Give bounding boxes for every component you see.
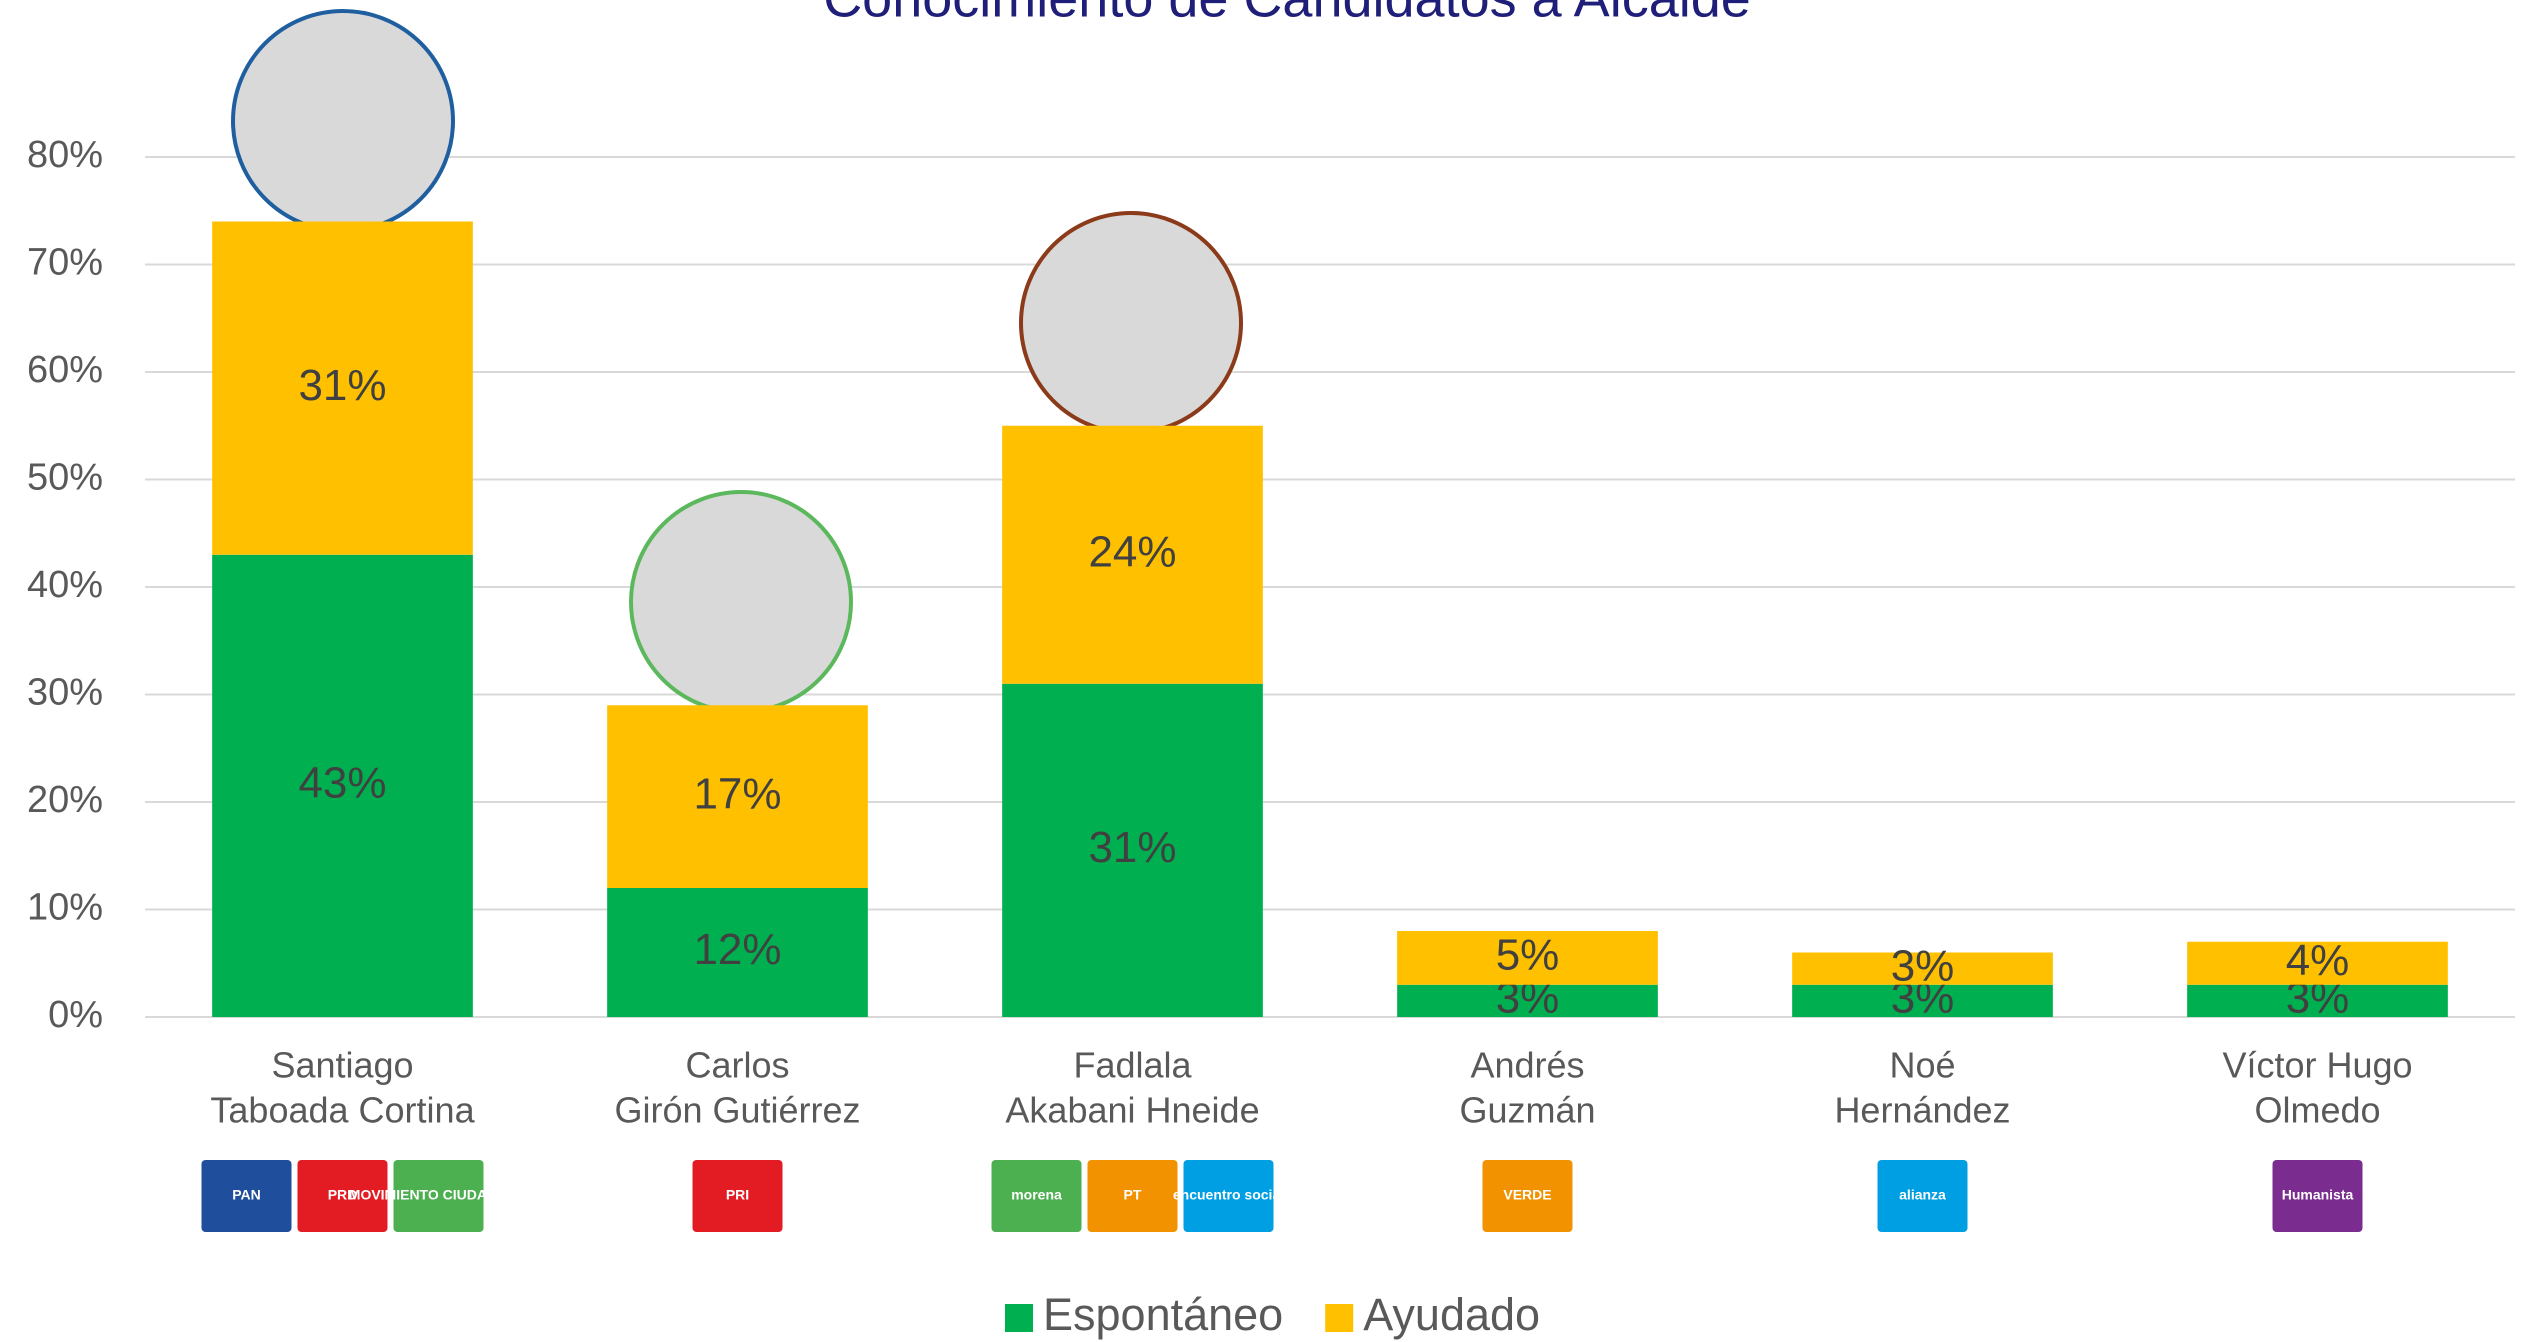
party-logo [692, 1160, 783, 1232]
value-label: 3% [1891, 941, 1955, 990]
x-tick-label: Andrés [1470, 1045, 1584, 1086]
bar-segment [1002, 425, 1263, 684]
bar-segment [1792, 984, 2053, 1017]
party-logo-text: morena [1011, 1187, 1062, 1203]
grid [145, 156, 2515, 1018]
party-logo [393, 1160, 484, 1232]
candidate-photo [1019, 211, 1243, 435]
party-logo-text: VERDE [1503, 1187, 1551, 1203]
y-tick-label: 30% [27, 672, 103, 714]
legend-label: Espontáneo [1043, 1289, 1283, 1340]
value-label: 5% [1496, 931, 1560, 980]
party-logo [1877, 1160, 1968, 1232]
value-label: 4% [2286, 936, 2350, 985]
party-logo [1482, 1160, 1573, 1232]
y-tick-label: 20% [27, 779, 103, 821]
party-logo-text: encuentro social [1173, 1187, 1284, 1203]
bar-segment [1002, 683, 1263, 1017]
x-tick-label: Olmedo [2254, 1090, 2380, 1131]
legend-swatch [1005, 1304, 1033, 1332]
x-tick-label: Hernández [1834, 1090, 2010, 1131]
party-logo-text: PT [1124, 1187, 1142, 1203]
x-tick-label: Taboada Cortina [210, 1090, 475, 1131]
chart-title: Conocimiento de Candidatos a Alcalde [823, 0, 1751, 28]
legend-label: Ayudado [1363, 1289, 1540, 1340]
x-tick-label: Víctor Hugo [2222, 1045, 2412, 1086]
party-logo-text: PAN [232, 1187, 261, 1203]
party-logo [1183, 1160, 1274, 1232]
value-label: 17% [693, 769, 781, 818]
party-logo [991, 1160, 1082, 1232]
party-logo [201, 1160, 292, 1232]
value-label: 12% [693, 925, 781, 974]
bar-segment [2187, 941, 2448, 985]
y-tick-label: 70% [27, 242, 103, 284]
x-tick-label: Carlos [685, 1045, 789, 1086]
y-tick-label: 0% [48, 994, 103, 1036]
bar-segment [1397, 931, 1658, 985]
y-tick-label: 60% [27, 349, 103, 391]
bar-segment [607, 888, 868, 1017]
value-label: 43% [298, 759, 386, 808]
bar-segment [1792, 952, 2053, 985]
bar-segment [2187, 984, 2448, 1017]
x-tick-label: Girón Gutiérrez [614, 1090, 860, 1131]
value-label: 24% [1088, 527, 1176, 576]
bar-segment [1397, 984, 1658, 1017]
party-logo [1087, 1160, 1178, 1232]
value-label: 31% [1088, 823, 1176, 872]
party-logo [297, 1160, 388, 1232]
x-tick-label: Noé [1889, 1045, 1955, 1086]
x-tick-label: Guzmán [1459, 1090, 1595, 1131]
value-label: 31% [298, 361, 386, 410]
y-tick-label: 40% [27, 564, 103, 606]
party-logo-text: Humanista [2282, 1187, 2354, 1203]
y-tick-label: 10% [27, 887, 103, 929]
bar-segment [212, 554, 473, 1017]
y-tick-label: 80% [27, 134, 103, 176]
party-logo-text: PRD [328, 1187, 358, 1203]
x-tick-label: Fadlala [1073, 1045, 1192, 1086]
candidate-photo [231, 9, 455, 233]
legend-swatch [1325, 1304, 1354, 1332]
bar-segment [212, 221, 473, 555]
x-tick-label: Akabani Hneide [1005, 1090, 1259, 1131]
bar-segment [607, 705, 868, 888]
party-logo [2272, 1160, 2363, 1232]
party-logo-text: MOVIMIENTO CIUDADANO [349, 1187, 529, 1203]
party-logo-text: PRI [726, 1187, 749, 1203]
party-logo-text: alianza [1899, 1187, 1946, 1203]
photos [231, 9, 1243, 714]
x-tick-label: Santiago [271, 1045, 413, 1086]
candidate-photo [629, 490, 853, 714]
y-tick-label: 50% [27, 457, 103, 499]
